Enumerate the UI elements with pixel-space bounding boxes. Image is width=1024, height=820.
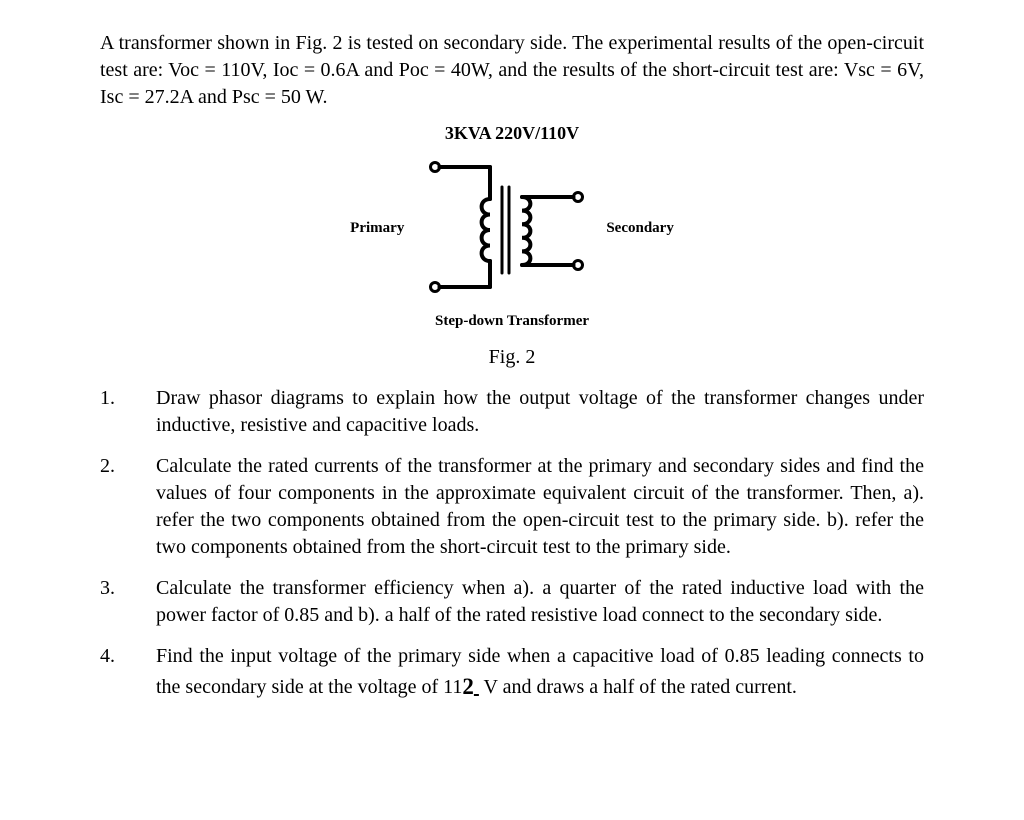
- question-text: Calculate the rated currents of the tran…: [156, 453, 924, 561]
- question-item: 1.Draw phasor diagrams to explain how th…: [100, 385, 924, 439]
- question-item: 3.Calculate the transformer efficiency w…: [100, 575, 924, 629]
- question-list: 1.Draw phasor diagrams to explain how th…: [100, 385, 924, 701]
- figure-row: Primary Secondary: [100, 153, 924, 303]
- question-number: 2.: [100, 453, 156, 561]
- primary-label: Primary: [350, 218, 404, 238]
- handwritten-correction: 2: [462, 674, 474, 699]
- question-item: 2.Calculate the rated currents of the tr…: [100, 453, 924, 561]
- question-number: 4.: [100, 643, 156, 701]
- question-text: Find the input voltage of the primary si…: [156, 643, 924, 701]
- question-text-post: V and draws a half of the rated current.: [479, 676, 797, 698]
- question-number: 3.: [100, 575, 156, 629]
- problem-intro: A transformer shown in Fig. 2 is tested …: [100, 30, 924, 111]
- figure-title: 3KVA 220V/110V: [100, 121, 924, 145]
- question-text: Draw phasor diagrams to explain how the …: [156, 385, 924, 439]
- figure-caption: Fig. 2: [100, 344, 924, 371]
- transformer-diagram: [420, 153, 590, 303]
- document-page: A transformer shown in Fig. 2 is tested …: [0, 0, 1024, 820]
- question-number: 1.: [100, 385, 156, 439]
- secondary-label: Secondary: [606, 218, 674, 238]
- figure-2-block: 3KVA 220V/110V Primary Secondary Step-do…: [100, 121, 924, 371]
- figure-sub-caption: Step-down Transformer: [100, 311, 924, 331]
- question-item: 4.Find the input voltage of the primary …: [100, 643, 924, 701]
- question-text: Calculate the transformer efficiency whe…: [156, 575, 924, 629]
